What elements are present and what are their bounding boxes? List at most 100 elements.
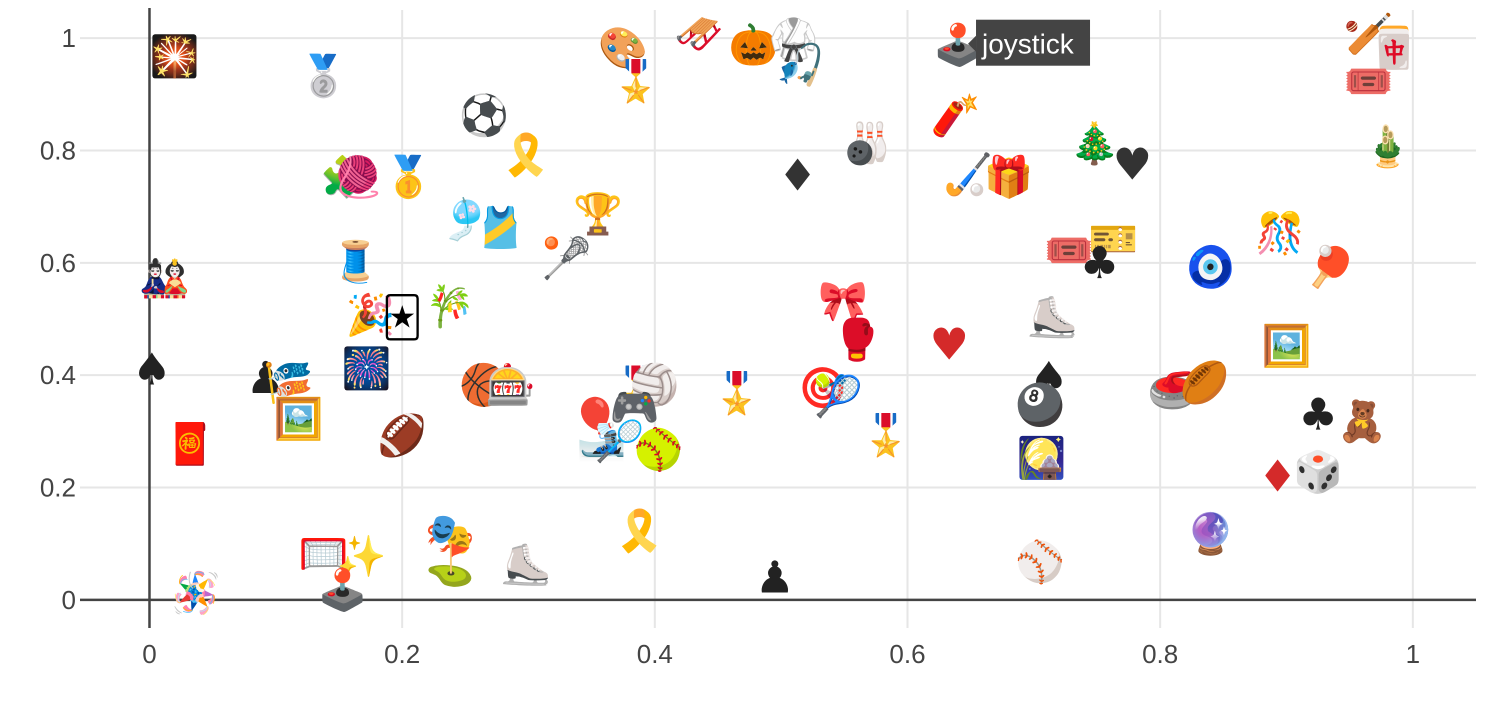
y-tick-label: 0.6: [40, 248, 76, 278]
point-ticket-icon[interactable]: 🎫: [1089, 217, 1139, 263]
point-ribbon-icon[interactable]: 🎀: [818, 278, 868, 324]
point-american-football-icon[interactable]: 🏈: [377, 412, 427, 459]
point-framed-picture-icon[interactable]: 🖼️: [274, 395, 324, 442]
point-fireworks-icon[interactable]: 🎆: [342, 345, 392, 392]
y-tick-label: 0.4: [40, 360, 76, 390]
point-curling-stone-icon[interactable]: 🥌: [1148, 368, 1198, 414]
point-reminder-ribbon-icon[interactable]: 🎗️: [501, 131, 551, 178]
point-medal-icon[interactable]: 🎖️: [712, 370, 762, 417]
point-video-game-icon[interactable]: 🎮: [610, 385, 660, 431]
point-puzzle-piece-icon[interactable]: 🧩: [320, 154, 370, 201]
y-tick-label: 0: [62, 585, 76, 615]
point-spade-suit-icon[interactable]: ♠: [1029, 353, 1068, 404]
point-flag-in-hole-icon[interactable]: ⛳: [425, 541, 475, 588]
point-club-suit-icon[interactable]: ♣: [1080, 238, 1119, 289]
point-trophy-icon[interactable]: 🏆: [573, 190, 623, 237]
y-tick-label: 0.8: [40, 135, 76, 165]
point-softball-icon[interactable]: 🥎: [632, 425, 684, 473]
grid-lines: [80, 10, 1476, 628]
point-club-suit-icon[interactable]: ♣: [1298, 390, 1337, 441]
point-running-shirt-icon[interactable]: 🎽: [476, 204, 526, 251]
point-soccer-ball-icon[interactable]: ⚽: [457, 92, 509, 139]
point-medal-icon[interactable]: 🎖️: [861, 412, 911, 459]
point-medal-icon[interactable]: 🎖️: [611, 58, 661, 105]
point-reminder-ribbon-icon[interactable]: 🎗️: [615, 508, 665, 555]
point-card-icon[interactable]: 🪅: [171, 569, 221, 616]
point-wrapped-gift-icon[interactable]: 🎁: [984, 154, 1034, 201]
point-wind-chime-icon[interactable]: 🎐: [440, 196, 490, 243]
hover-tooltip: joystick: [968, 19, 1091, 66]
point-2nd-place-medal-icon[interactable]: 🥈: [299, 53, 349, 100]
point-fireworks-icon[interactable]: 🎇: [150, 33, 200, 80]
x-tick-label: 0.6: [889, 639, 925, 669]
point-badminton-icon[interactable]: 🏸: [595, 416, 645, 465]
point-lacrosse-icon[interactable]: 🥍: [541, 232, 591, 282]
point-joker-icon[interactable]: 🃏: [382, 293, 423, 341]
hover-pointer: [968, 35, 977, 52]
point-heart-suit-icon[interactable]: ♥: [1113, 140, 1152, 191]
point-baseball-icon[interactable]: ⚾: [1013, 538, 1065, 586]
point-ice-skate-icon[interactable]: ⛸️: [501, 541, 551, 588]
point-cricket-game-icon[interactable]: 🏏: [1344, 10, 1394, 57]
point-rugby-football-icon[interactable]: 🏉: [1177, 357, 1229, 406]
point-field-hockey-icon[interactable]: 🏑: [943, 151, 993, 198]
point-slot-machine-icon[interactable]: 🎰: [486, 362, 536, 409]
point-japanese-dolls-icon[interactable]: 🎎: [140, 256, 190, 302]
point-fishing-pole-icon[interactable]: 🎣: [775, 39, 825, 88]
x-tick-label: 0.4: [637, 639, 673, 669]
point-performing-arts-icon[interactable]: 🎭: [425, 511, 475, 557]
point-basketball-icon[interactable]: 🏀: [459, 359, 509, 411]
point-chess-pawn-icon[interactable]: ♟: [246, 353, 285, 404]
point-balloon-icon[interactable]: 🎈: [571, 394, 621, 442]
point-boxing-glove-icon[interactable]: 🥊: [832, 317, 882, 364]
point-party-popper-icon[interactable]: 🎉: [346, 291, 396, 338]
point-1st-place-medal-icon[interactable]: 🥇: [384, 154, 434, 201]
point-mahjong-red-dragon-icon[interactable]: 🀄: [1369, 25, 1419, 72]
point-medal-icon[interactable]: 🎖️: [611, 364, 661, 411]
hover-label: joystick: [981, 29, 1075, 60]
point-martial-arts-uniform-icon[interactable]: 🥋: [769, 16, 819, 63]
point-jack-o-lantern-icon[interactable]: 🎃: [728, 22, 778, 69]
point-ping-pong-icon[interactable]: 🏓: [1306, 242, 1356, 291]
point-ice-skate-icon[interactable]: ⛸️: [1028, 294, 1078, 341]
point-tanabata-tree-icon[interactable]: 🎋: [425, 283, 475, 330]
point-confetti-ball-icon[interactable]: 🎊: [1255, 209, 1305, 257]
point-artist-palette-icon[interactable]: 🎨: [598, 24, 648, 72]
point-bowling-icon[interactable]: 🎳: [842, 120, 892, 169]
point-red-envelope-icon[interactable]: 🧧: [165, 421, 215, 468]
point-volleyball-icon[interactable]: 🏐: [630, 362, 680, 409]
point-framed-picture-icon[interactable]: 🖼️: [1262, 322, 1312, 369]
point-game-die-icon[interactable]: 🎲: [1293, 449, 1343, 496]
point-admission-tickets-icon[interactable]: 🎟️: [1344, 59, 1394, 105]
point-chess-pawn-icon[interactable]: ♟: [755, 552, 794, 603]
point-yarn-icon[interactable]: 🧶: [333, 154, 383, 201]
point-pine-decoration-icon[interactable]: 🎍: [1363, 123, 1413, 170]
point-moon-viewing-ceremony-icon[interactable]: 🎑: [1017, 435, 1067, 482]
point-sled-icon[interactable]: 🛷: [674, 11, 724, 57]
point-nazar-amulet-icon[interactable]: 🧿: [1186, 244, 1236, 291]
emoji-points: 🎇 🥈⚽🎨🎖️🛷 🎃🥋🎣 🕹️ 🏏🀄🎟️🎗️🧩🧶 🥇🎳♦🧨🏑🎁🎄♥ 🎍🎐🎽 🏆🥍🧵 🎟️🎫♣ 🧿🎊…: [132, 10, 1419, 616]
hover-box: [976, 19, 1091, 66]
point-skis-icon[interactable]: 🎿: [577, 419, 627, 465]
point-pool-8-ball-icon[interactable]: 🎱: [1015, 379, 1065, 428]
point-sparkles-icon[interactable]: ✨: [337, 534, 387, 580]
point-crystal-ball-icon[interactable]: 🔮: [1186, 510, 1236, 557]
point-direct-hit-icon[interactable]: 🎯: [798, 365, 848, 411]
point-admission-tickets-icon[interactable]: 🎟️: [1044, 228, 1094, 274]
point-goal-net-icon[interactable]: 🥅: [299, 531, 349, 577]
point-spade-suit-icon[interactable]: ♠: [132, 345, 171, 396]
point-firecracker-icon[interactable]: 🧨: [931, 92, 981, 139]
point-christmas-tree-icon[interactable]: 🎄: [1070, 120, 1120, 167]
point-thread-icon[interactable]: 🧵: [331, 238, 381, 285]
y-tick-label: 1: [62, 23, 76, 53]
x-tick-label: 0: [142, 639, 156, 669]
point-tennis-icon[interactable]: 🎾: [813, 372, 863, 420]
y-tick-label: 0.2: [40, 473, 76, 503]
point-diamond-suit-icon[interactable]: ♦: [1258, 451, 1297, 502]
point-joystick-icon[interactable]: 🕹️: [318, 567, 368, 614]
point-heart-suit-icon[interactable]: ♥: [929, 319, 968, 370]
point-carp-streamer-icon[interactable]: 🎏: [264, 360, 314, 406]
point-diamond-suit-icon[interactable]: ♦: [778, 151, 817, 202]
point-teddy-bear-icon[interactable]: 🧸: [1337, 398, 1387, 445]
